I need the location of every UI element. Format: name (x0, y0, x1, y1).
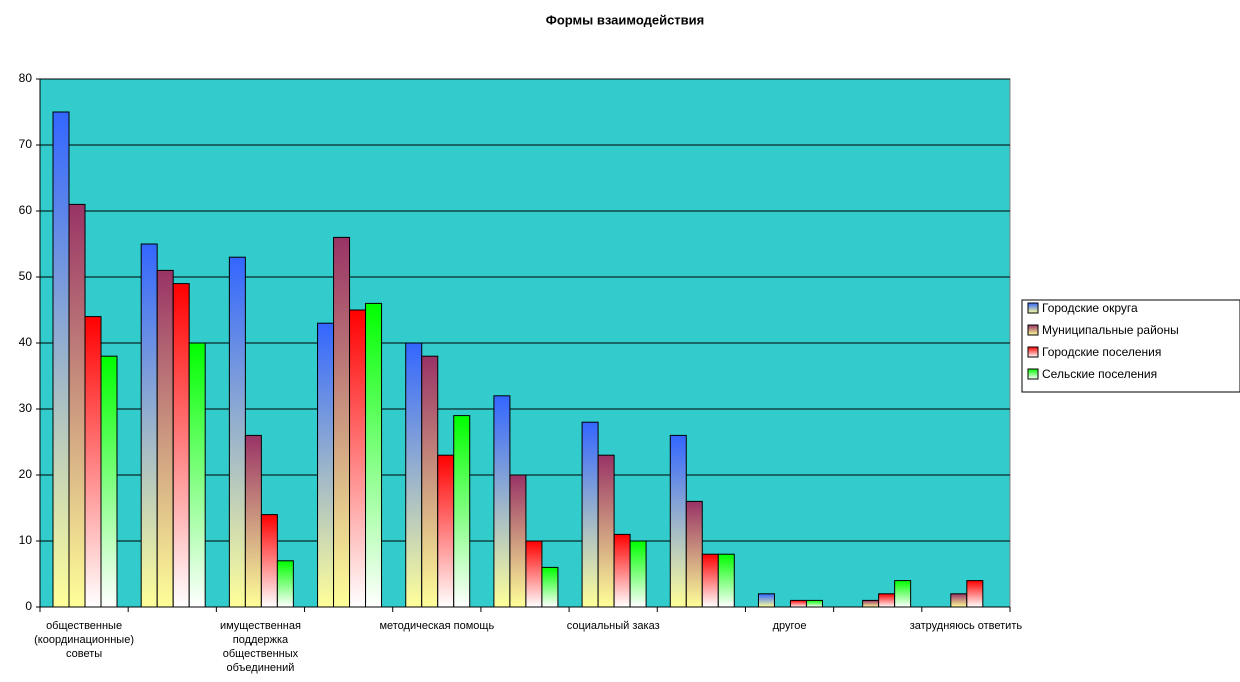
bar (333, 236, 351, 608)
bar (862, 599, 880, 608)
x-tick-label: общественные (координационные) советы (34, 620, 134, 660)
bar (613, 533, 631, 608)
legend-swatch (1027, 302, 1039, 314)
bar (493, 395, 511, 608)
y-tick-label: 40 (19, 335, 33, 349)
y-tick-label: 70 (19, 137, 33, 151)
bar (156, 269, 174, 608)
bar (597, 454, 615, 608)
bar (525, 540, 543, 608)
bar (405, 342, 423, 608)
legend-swatch (1027, 324, 1039, 336)
bar (244, 434, 262, 608)
legend (1021, 299, 1240, 393)
x-tick-label: социальный заказ (566, 620, 660, 632)
bar (421, 355, 439, 608)
bar (188, 342, 206, 608)
bar (805, 599, 823, 608)
bar (84, 316, 102, 608)
legend-label: Муниципальные районы (1042, 323, 1179, 337)
y-tick-label: 50 (19, 269, 33, 283)
bar (789, 599, 807, 608)
bar (260, 514, 278, 608)
bar (509, 474, 527, 608)
bar (100, 355, 118, 608)
bar (228, 256, 246, 608)
bar (701, 553, 719, 608)
bar (757, 593, 775, 608)
bar (68, 203, 86, 608)
y-tick-label: 80 (19, 71, 33, 85)
bar (581, 421, 599, 608)
y-tick-label: 10 (19, 533, 33, 547)
bar (52, 111, 70, 608)
legend-label: Городские поселения (1042, 345, 1161, 359)
y-tick-label: 0 (25, 599, 32, 613)
legend-swatch (1027, 368, 1039, 380)
bar (894, 580, 912, 608)
bar (629, 540, 647, 608)
chart-title: Формы взаимодействия (546, 12, 705, 27)
x-tick-label: другое (772, 620, 807, 632)
bar (685, 500, 703, 608)
bar (717, 553, 735, 608)
bar (541, 566, 559, 608)
bar (276, 560, 294, 608)
legend-swatch (1027, 346, 1039, 358)
x-tick-label: методическая помощь (379, 620, 495, 632)
bar (349, 309, 367, 608)
bar (669, 434, 687, 608)
bar (966, 580, 984, 608)
bar (950, 593, 968, 608)
y-tick-label: 60 (19, 203, 33, 217)
legend-label: Сельские поселения (1042, 367, 1157, 381)
bar (140, 243, 158, 608)
legend-label: Городские округа (1042, 301, 1138, 315)
y-tick-label: 30 (19, 401, 33, 415)
bar (172, 283, 190, 608)
bar (317, 322, 335, 608)
x-tick-label: имущественная поддержка общественных объ… (219, 620, 301, 674)
x-tick-label: затрудняюсь ответить (909, 620, 1023, 632)
y-tick-label: 20 (19, 467, 33, 481)
bar (453, 415, 471, 608)
bar (437, 454, 455, 608)
bar (878, 593, 896, 608)
bar (365, 302, 383, 608)
